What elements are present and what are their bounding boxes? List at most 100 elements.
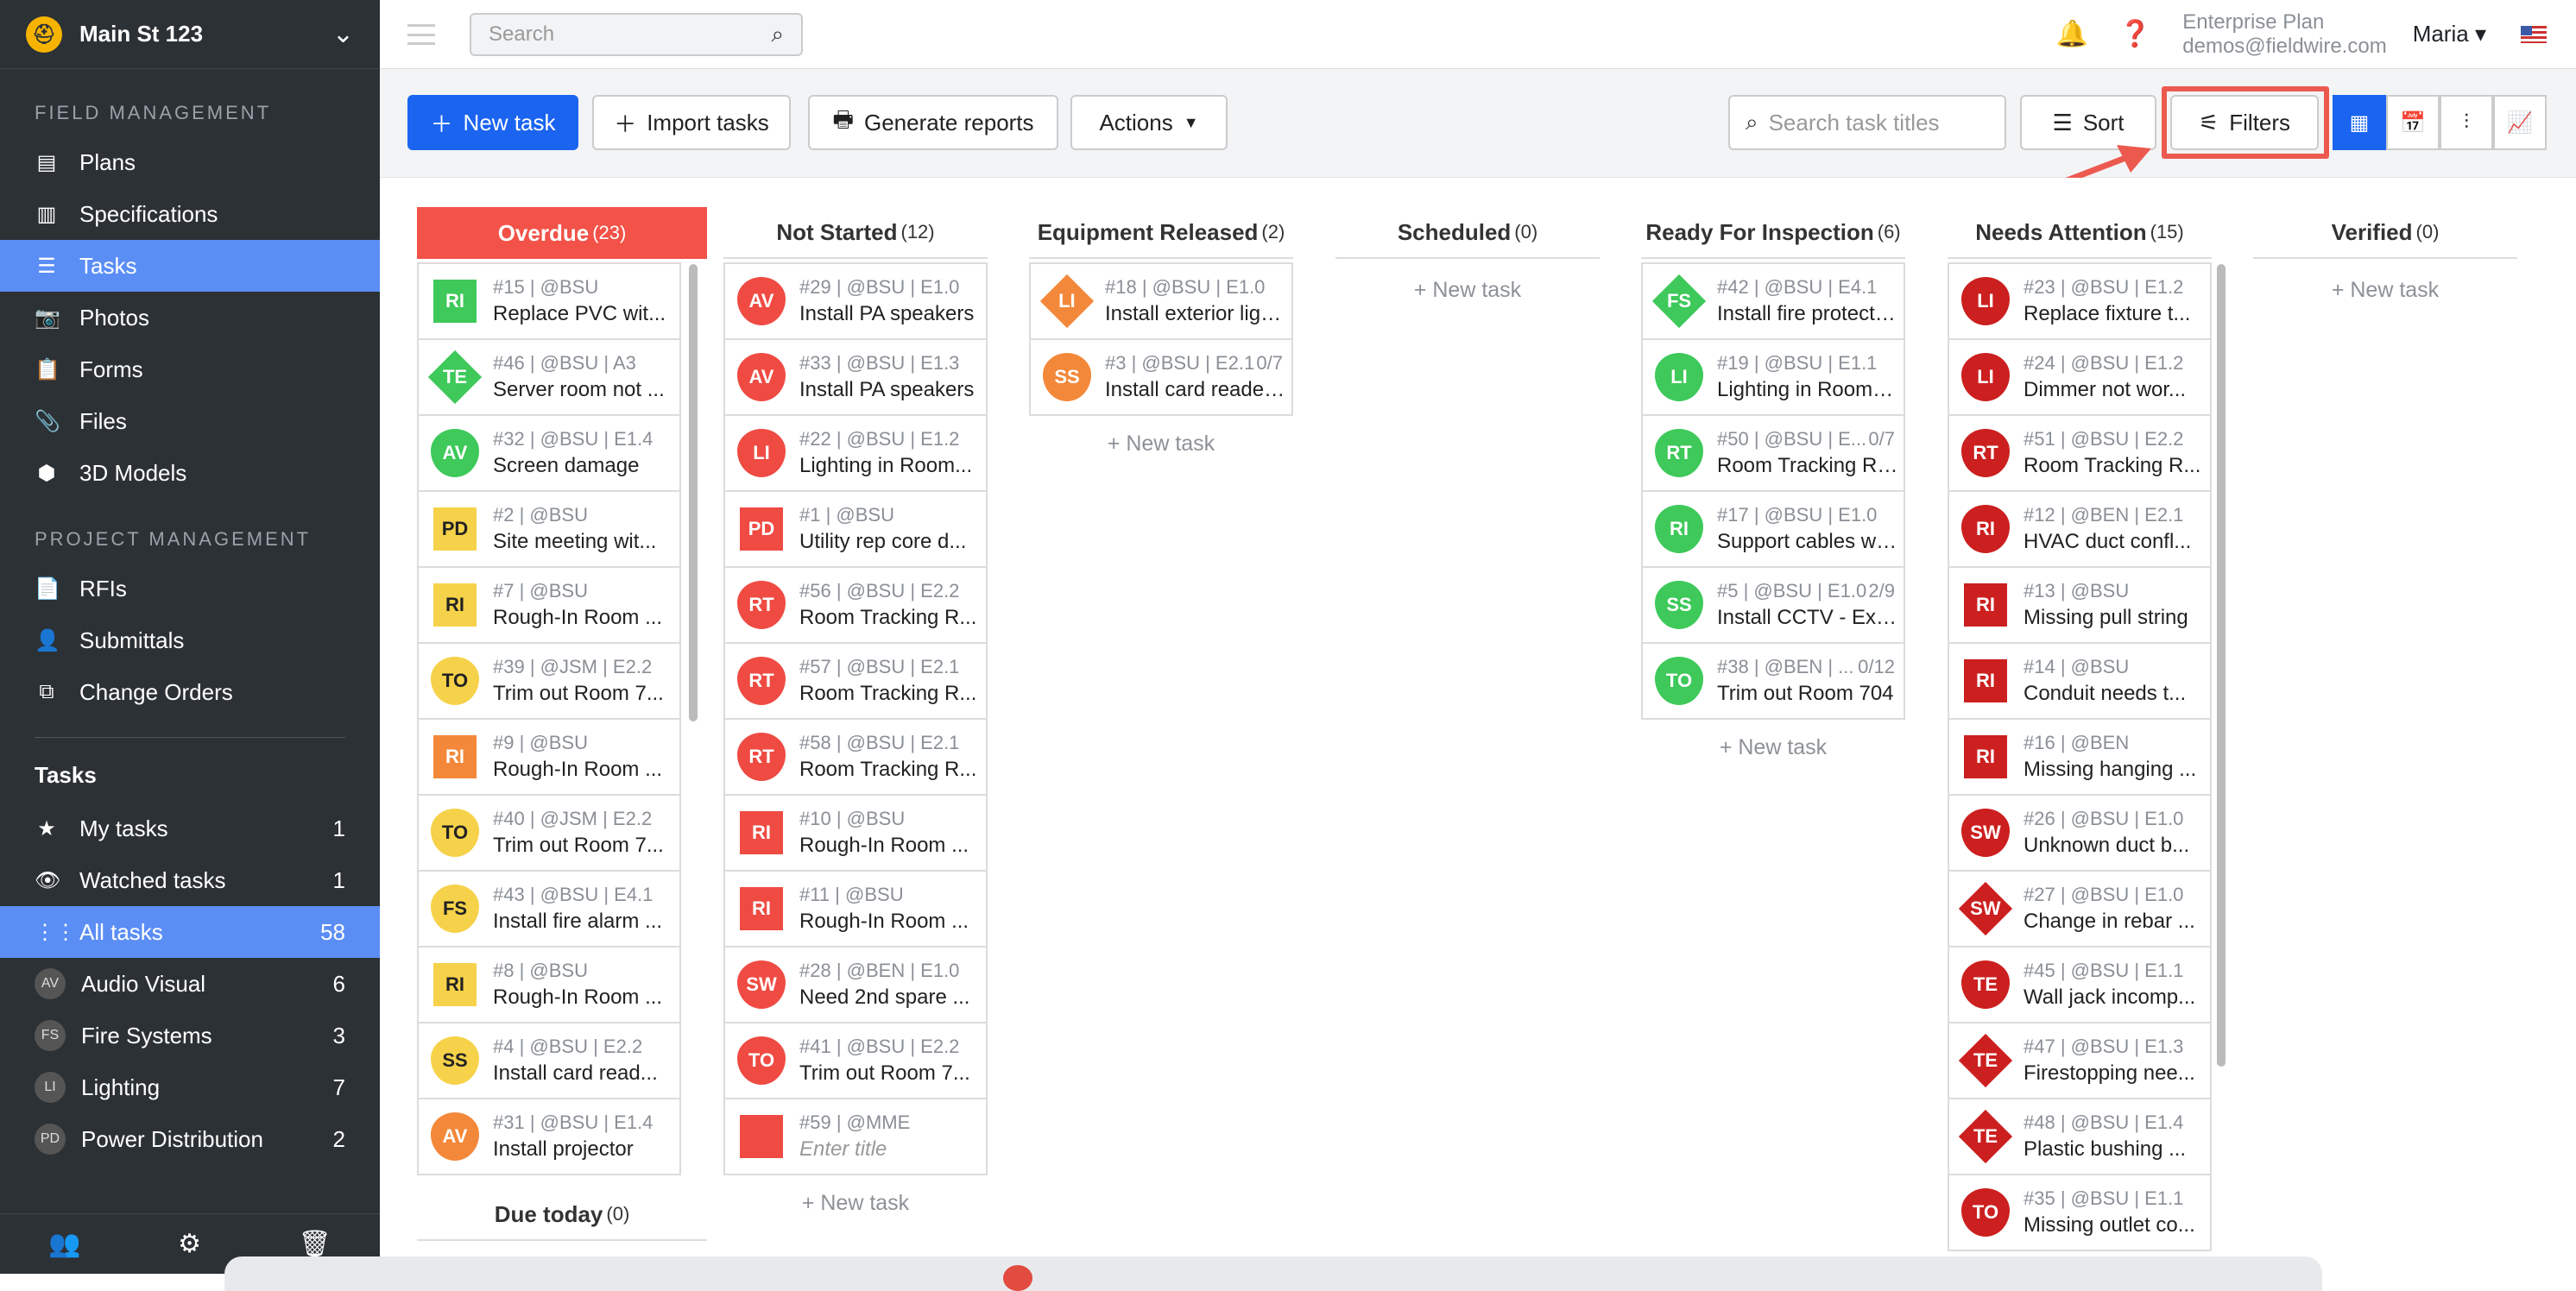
kanban-view-icon[interactable]: ▦ (2333, 95, 2386, 150)
task-card[interactable]: RI #10 | @BSU Rough-In Room ... (723, 796, 988, 872)
task-card[interactable]: RI #17 | @BSU | E1.0 Support cables with..… (1641, 492, 1905, 568)
sidebar-item-specifications[interactable]: ▥ Specifications (0, 188, 380, 240)
task-card[interactable]: RI #13 | @BSU Missing pull string (1948, 568, 2212, 644)
search-task-titles-input[interactable]: ⌕ Search task titles (1728, 95, 2006, 150)
task-card[interactable]: RT #56 | @BSU | E2.2 Room Tracking R... (723, 568, 988, 644)
people-icon[interactable]: 👥 (48, 1230, 81, 1258)
new-task-link[interactable]: + New task (1413, 277, 1522, 302)
hamburger-menu-icon[interactable] (407, 23, 435, 45)
trash-icon[interactable]: 🗑 (298, 1230, 331, 1258)
task-card[interactable]: SW #26 | @BSU | E1.0 Unknown duct b... (1948, 796, 2212, 872)
due-today-column-header[interactable]: Due today (0) (417, 1189, 707, 1241)
calendar-view-icon[interactable]: 📅 (2386, 95, 2440, 150)
task-title[interactable]: Enter title (799, 1137, 887, 1161)
task-card[interactable]: AV #29 | @BSU | E1.0 Install PA speakers (723, 264, 988, 340)
task-card[interactable]: RI #14 | @BSU Conduit needs t... (1948, 644, 2212, 720)
task-card[interactable]: LI #18 | @BSU | E1.0 Install exterior ligh… (1029, 264, 1293, 340)
analytics-view-icon[interactable]: 📈 (2493, 95, 2547, 150)
column-header[interactable]: Ready For Inspection (6) (1641, 207, 1905, 259)
sidebar-item-submittals[interactable]: 👤 Submittals (0, 614, 380, 666)
filters-button[interactable]: ⚟ Filters (2170, 95, 2319, 150)
sidebar-item-tasks[interactable]: ☰ Tasks (0, 240, 380, 292)
task-card[interactable]: #59 | @MME Enter title (723, 1099, 988, 1175)
task-card[interactable]: TE #48 | @BSU | E1.4 Plastic bushing ... (1948, 1099, 2212, 1175)
sidebar-item-change-orders[interactable]: ⧉ Change Orders (0, 666, 380, 718)
column-header[interactable]: Overdue (23) (417, 207, 707, 259)
actions-dropdown[interactable]: Actions ▼ (1070, 95, 1228, 150)
task-card[interactable]: RI #9 | @BSU Rough-In Room ... (417, 720, 681, 796)
task-card[interactable]: TO #35 | @BSU | E1.1 Missing outlet co... (1948, 1175, 2212, 1251)
gantt-view-icon[interactable]: ⫶ (2440, 95, 2493, 150)
column-header[interactable]: Not Started (12) (723, 207, 988, 259)
sidebar-item-watched-tasks[interactable]: 👁 Watched tasks 1 (0, 854, 380, 906)
column-scrollbar[interactable] (2217, 264, 2226, 1067)
import-tasks-button[interactable]: ＋ Import tasks (592, 95, 791, 150)
column-header[interactable]: Equipment Released (2) (1029, 207, 1293, 259)
task-card[interactable]: TO #41 | @BSU | E2.2 Trim out Room 7... (723, 1023, 988, 1099)
sidebar-item-all-tasks[interactable]: ⋮⋮ All tasks 58 (0, 906, 380, 958)
sidebar-item-forms[interactable]: 📋 Forms (0, 343, 380, 395)
sidebar-item-rfis[interactable]: 📄 RFIs (0, 563, 380, 614)
task-card[interactable]: LI #22 | @BSU | E1.2 Lighting in Room... (723, 416, 988, 492)
task-card[interactable]: SW #28 | @BEN | E1.0 Need 2nd spare ... (723, 948, 988, 1023)
task-card[interactable]: LI #23 | @BSU | E1.2 Replace fixture t... (1948, 264, 2212, 340)
task-card[interactable]: RI #8 | @BSU Rough-In Room ... (417, 948, 681, 1023)
task-card[interactable]: TE #47 | @BSU | E1.3 Firestopping nee... (1948, 1023, 2212, 1099)
task-card[interactable]: SS #5 | @BSU | E1.0 2/9 Install CCTV - Exte… (1641, 568, 1905, 644)
task-card[interactable]: RI #12 | @BEN | E2.1 HVAC duct confl... (1948, 492, 2212, 568)
sidebar-item-3d-models[interactable]: ⬢ 3D Models (0, 447, 380, 499)
sidebar-item-files[interactable]: 📎 Files (0, 395, 380, 447)
task-card[interactable]: RT #50 | @BSU | E... 0/7 Room Tracking Roo.… (1641, 416, 1905, 492)
sidebar-item-fire-systems[interactable]: FS Fire Systems 3 (0, 1010, 380, 1061)
new-task-button[interactable]: ＋ New task (407, 95, 578, 150)
new-task-link[interactable]: + New task (2331, 277, 2440, 302)
task-card[interactable]: TE #46 | @BSU | A3 Server room not ... (417, 340, 681, 416)
new-task-link[interactable]: + New task (801, 1190, 910, 1215)
column-header[interactable]: Verified (0) (2253, 207, 2517, 259)
bottom-scrollbar[interactable] (224, 1256, 2322, 1291)
task-card[interactable]: RI #11 | @BSU Rough-In Room ... (723, 872, 988, 948)
task-card[interactable]: PD #1 | @BSU Utility rep core d... (723, 492, 988, 568)
task-card[interactable]: AV #32 | @BSU | E1.4 Screen damage (417, 416, 681, 492)
sidebar-item-lighting[interactable]: LI Lighting 7 (0, 1061, 380, 1113)
task-card[interactable]: RI #16 | @BEN Missing hanging ... (1948, 720, 2212, 796)
new-task-link[interactable]: + New task (1107, 431, 1215, 456)
project-selector[interactable]: ⛑ Main St 123 ⌄ (0, 0, 380, 69)
search-input[interactable]: Search ⌕ (470, 12, 803, 56)
help-icon[interactable]: ❓ (2118, 20, 2152, 48)
task-card[interactable]: FS #42 | @BSU | E4.1 Install fire protecti… (1641, 264, 1905, 340)
task-card[interactable]: TE #45 | @BSU | E1.1 Wall jack incomp... (1948, 948, 2212, 1023)
sidebar-item-photos[interactable]: 📷 Photos (0, 292, 380, 343)
task-card[interactable]: AV #31 | @BSU | E1.4 Install projector (417, 1099, 681, 1175)
task-card[interactable]: RI #15 | @BSU Replace PVC wit... (417, 264, 681, 340)
task-card[interactable]: LI #24 | @BSU | E1.2 Dimmer not wor... (1948, 340, 2212, 416)
sidebar-item-audio-visual[interactable]: AV Audio Visual 6 (0, 958, 380, 1010)
task-card[interactable]: RT #57 | @BSU | E2.1 Room Tracking R... (723, 644, 988, 720)
gear-icon[interactable]: ⚙ (178, 1230, 202, 1258)
task-card[interactable]: RT #58 | @BSU | E2.1 Room Tracking R... (723, 720, 988, 796)
sidebar-item-power-distribution[interactable]: PD Power Distribution 2 (0, 1113, 380, 1165)
generate-reports-button[interactable]: 🖶 Generate reports (808, 95, 1058, 150)
sidebar-item-my-tasks[interactable]: ★ My tasks 1 (0, 803, 380, 854)
task-card[interactable]: SS #4 | @BSU | E2.2 Install card read... (417, 1023, 681, 1099)
task-card[interactable]: RT #51 | @BSU | E2.2 Room Tracking R... (1948, 416, 2212, 492)
bell-icon[interactable]: 🔔 (2055, 20, 2088, 48)
task-card[interactable]: SS #3 | @BSU | E2.1 0/7 Install card reader… (1029, 340, 1293, 416)
task-card[interactable]: SW #27 | @BSU | E1.0 Change in rebar ... (1948, 872, 2212, 948)
task-card[interactable]: PD #2 | @BSU Site meeting wit... (417, 492, 681, 568)
user-menu[interactable]: Maria ▾ (2413, 21, 2486, 47)
sidebar-item-plans[interactable]: ▤ Plans (0, 136, 380, 188)
column-header[interactable]: Needs Attention (15) (1948, 207, 2212, 259)
column-header[interactable]: Scheduled (0) (1335, 207, 1600, 259)
new-task-link[interactable]: + New task (1719, 734, 1828, 759)
task-card[interactable]: TO #38 | @BEN | ... 0/12 Trim out Room 704 (1641, 644, 1905, 720)
task-card[interactable]: TO #39 | @JSM | E2.2 Trim out Room 7... (417, 644, 681, 720)
chevron-down-icon[interactable]: ⌄ (331, 20, 354, 48)
sort-button[interactable]: ☰ Sort (2020, 95, 2156, 150)
task-card[interactable]: LI #19 | @BSU | E1.1 Lighting in Room 701 (1641, 340, 1905, 416)
column-scrollbar[interactable] (689, 264, 698, 721)
task-card[interactable]: TO #40 | @JSM | E2.2 Trim out Room 7... (417, 796, 681, 872)
task-card[interactable]: RI #7 | @BSU Rough-In Room ... (417, 568, 681, 644)
task-card[interactable]: AV #33 | @BSU | E1.3 Install PA speakers (723, 340, 988, 416)
task-card[interactable]: FS #43 | @BSU | E4.1 Install fire alarm ..… (417, 872, 681, 948)
